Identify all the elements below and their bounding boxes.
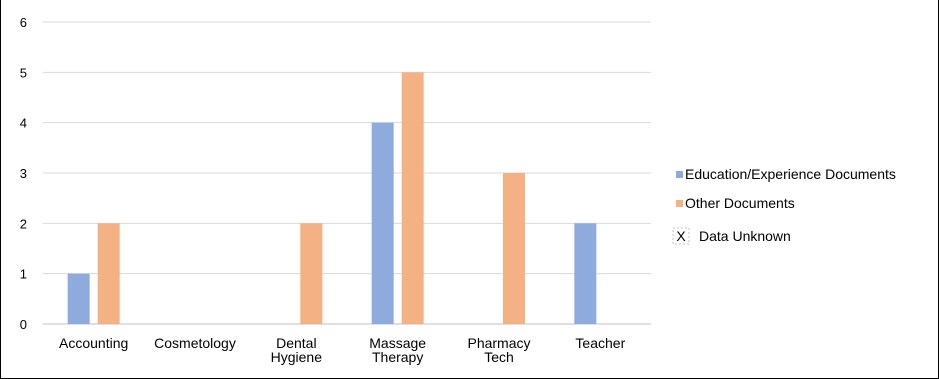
bar	[371, 122, 394, 325]
category-label: Hygiene	[271, 349, 323, 365]
category-label: Pharmacy	[467, 335, 530, 351]
unknown-marker-box	[672, 227, 690, 245]
bar	[574, 223, 597, 324]
y-tick-label: 2	[20, 216, 27, 231]
bar	[97, 223, 120, 324]
bars	[67, 72, 597, 325]
legend-swatch	[676, 200, 683, 207]
legend: Education/Experience Documents Other Docu…	[672, 166, 896, 245]
y-tick-label: 1	[20, 267, 27, 282]
y-tick-label: 3	[20, 166, 27, 181]
unknown-marker-icon: X	[676, 228, 686, 244]
category-label: Therapy	[372, 349, 423, 365]
category-label: Cosmetology	[154, 335, 236, 351]
y-tick-label: 0	[20, 317, 27, 332]
legend-label: Education/Experience Documents	[685, 166, 896, 182]
bar	[300, 223, 323, 324]
category-label: Tech	[484, 349, 514, 365]
legend-label-unknown: Data Unknown	[699, 228, 791, 244]
y-tick-label: 5	[20, 65, 27, 80]
bar	[67, 273, 90, 324]
category-label: Massage	[369, 335, 426, 351]
bar	[401, 72, 424, 324]
category-label: Teacher	[575, 335, 625, 351]
bar	[503, 173, 525, 324]
category-label: Accounting	[59, 335, 128, 351]
legend-swatch	[676, 171, 683, 178]
category-label: Dental	[276, 335, 316, 351]
legend-label: Other Documents	[685, 195, 795, 211]
gridlines	[43, 21, 651, 325]
y-tick-label: 4	[20, 116, 27, 131]
y-tick-label: 6	[20, 15, 27, 30]
y-axis-ticks: 0 1 2 3 4 5 6	[20, 15, 27, 332]
